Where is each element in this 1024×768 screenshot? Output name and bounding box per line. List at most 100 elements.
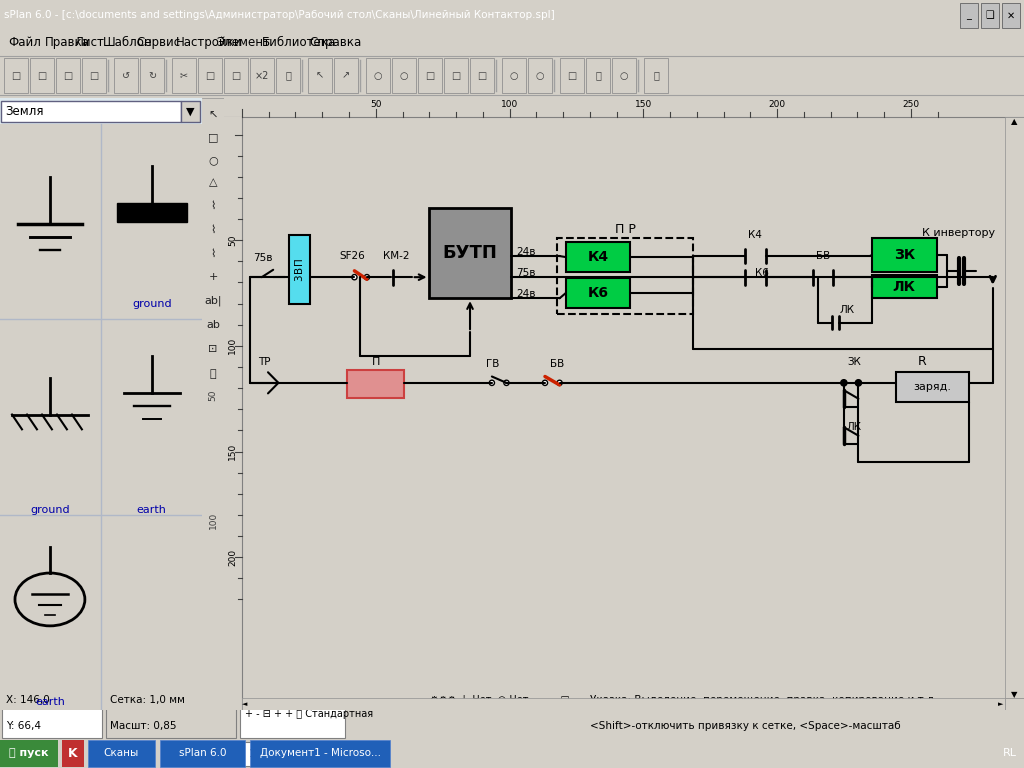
Text: 100: 100 [209, 511, 217, 529]
Bar [528, 58, 552, 93]
Text: □: □ [567, 71, 577, 81]
Bar [224, 117, 242, 710]
Bar [172, 58, 196, 93]
Text: +: + [208, 272, 218, 282]
Text: ▼: ▼ [185, 106, 194, 116]
Text: В: В [294, 266, 304, 273]
Bar [961, 3, 978, 28]
Text: 🔍: 🔍 [653, 71, 658, 81]
Circle shape [504, 380, 509, 386]
Bar [250, 740, 390, 766]
Bar [308, 58, 332, 93]
Text: 50: 50 [228, 234, 238, 246]
Text: ТР: ТР [258, 356, 270, 366]
Bar [872, 238, 937, 272]
Bar [429, 208, 511, 298]
Text: ×2: ×2 [255, 71, 269, 81]
Bar [0, 710, 1024, 740]
Text: ↻: ↻ [147, 71, 156, 81]
Text: 🔍: 🔍 [210, 369, 216, 379]
Bar [557, 238, 693, 314]
Bar [981, 3, 999, 28]
Text: ►: ► [997, 701, 1004, 707]
Text: ГВ: ГВ [486, 359, 500, 369]
Text: + - ⊟ + + 🖊 Стандартная: + - ⊟ + + 🖊 Стандартная [245, 710, 373, 720]
Bar [1006, 117, 1024, 697]
Circle shape [855, 379, 861, 386]
Text: ○: ○ [620, 71, 629, 81]
Bar [240, 687, 345, 738]
Bar [644, 58, 668, 93]
Text: Сетка: 1,0 мм: Сетка: 1,0 мм [110, 695, 185, 705]
Bar [872, 275, 937, 298]
Text: Указка: Выделение, перемещение, правка, копирование и т.д.: Указка: Выделение, перемещение, правка, … [590, 695, 938, 705]
Text: БУТП: БУТП [442, 244, 498, 263]
Text: 200: 200 [228, 548, 238, 566]
Text: К6: К6 [588, 286, 608, 300]
Bar [181, 101, 200, 122]
Bar [566, 278, 631, 308]
Text: ○: ○ [374, 71, 382, 81]
Text: Y: 66,4: Y: 66,4 [6, 721, 41, 731]
Text: ЛК: ЛК [840, 305, 854, 315]
Bar [106, 687, 236, 738]
Circle shape [352, 274, 357, 280]
Text: 3: 3 [294, 274, 304, 281]
Bar [289, 235, 309, 303]
Text: 50: 50 [370, 101, 382, 109]
Text: □: □ [206, 71, 215, 81]
Bar [896, 372, 969, 402]
Text: ○: ○ [510, 71, 518, 81]
Bar [250, 58, 274, 93]
Bar [1006, 697, 1024, 710]
Text: ЗК: ЗК [894, 248, 914, 262]
Bar [140, 58, 164, 93]
Text: ⌇: ⌇ [210, 200, 216, 210]
Text: ▲: ▲ [1012, 118, 1018, 127]
Text: К6: К6 [756, 268, 769, 278]
Bar [82, 58, 106, 93]
Text: 75в: 75в [253, 253, 272, 263]
Text: R: R [918, 356, 927, 368]
Text: SF26: SF26 [340, 251, 366, 261]
Bar [0, 740, 58, 766]
Bar [224, 98, 1024, 117]
Text: □: □ [37, 71, 47, 81]
Bar [1, 101, 181, 122]
Bar [566, 242, 631, 272]
Bar [444, 58, 468, 93]
Text: ground: ground [132, 299, 172, 309]
Text: ab|: ab| [204, 295, 222, 306]
Text: ○: ○ [208, 155, 218, 165]
Text: sPlan 6.0: sPlan 6.0 [179, 748, 226, 759]
Text: БВ: БВ [816, 251, 830, 261]
Text: □: □ [425, 71, 434, 81]
Text: ❑: ❑ [986, 10, 994, 21]
Text: Лист: Лист [75, 36, 104, 48]
Bar [470, 58, 494, 93]
Text: ↺: ↺ [122, 71, 130, 81]
Text: Элемент: Элемент [216, 36, 270, 48]
Text: Справка: Справка [309, 36, 361, 48]
Text: Земля: Земля [5, 104, 43, 118]
Text: ⬜: ⬜ [285, 71, 291, 81]
Bar [4, 58, 28, 93]
Text: Шаблон: Шаблон [102, 36, 152, 48]
Text: □: □ [231, 71, 241, 81]
Text: Документ1 - Microso...: Документ1 - Microso... [259, 748, 381, 759]
Text: □: □ [208, 133, 218, 143]
Bar [276, 58, 300, 93]
Bar [502, 58, 526, 93]
Text: Настройки: Настройки [176, 36, 243, 48]
Bar [586, 58, 610, 93]
Text: ⬜: ⬜ [595, 71, 601, 81]
Text: sPlan 6.0 - [c:\documents and settings\Администратор\Рабочий стол\Сканы\Линейный: sPlan 6.0 - [c:\documents and settings\А… [4, 10, 555, 21]
Text: earth: earth [137, 505, 167, 515]
Bar [56, 58, 80, 93]
Bar [418, 58, 442, 93]
Text: ab: ab [206, 319, 220, 329]
Bar [334, 58, 358, 93]
Bar [612, 58, 636, 93]
Text: ↖: ↖ [316, 71, 324, 81]
Text: RL: RL [1002, 748, 1017, 759]
